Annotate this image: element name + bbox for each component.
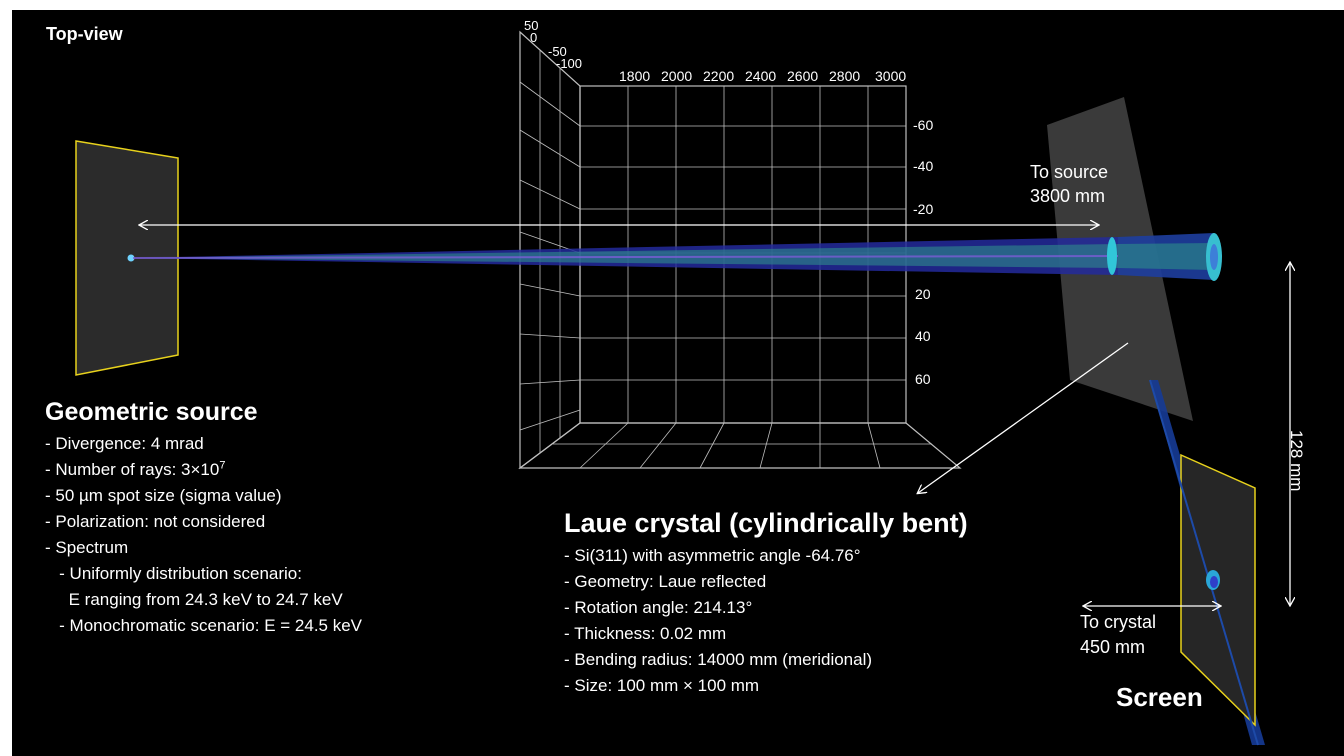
- detector-screen: [1180, 453, 1256, 727]
- source-line: - Divergence: 4 mrad: [45, 434, 204, 453]
- to-crystal-text: To crystal: [1080, 612, 1157, 632]
- crystal-line: - Rotation angle: 214.13°: [564, 598, 753, 617]
- crystal-line: - Geometry: Laue reflected: [564, 572, 767, 591]
- source-line-rays: - Number of rays: 3×107: [45, 457, 362, 483]
- x-tick: 1800: [619, 68, 651, 84]
- y-tick: -40: [913, 158, 934, 174]
- screen-label: Screen: [1116, 682, 1203, 712]
- to-source-label: To source 3800 mm: [1030, 160, 1108, 208]
- source-block: Geometric source - Divergence: 4 mrad - …: [45, 398, 362, 639]
- crystal-line: - Bending radius: 14000 mm (meridional): [564, 650, 873, 669]
- z-tick: 0: [530, 30, 538, 45]
- scene-svg: [75, 30, 1344, 746]
- beam-spot-crystal: [1107, 237, 1117, 275]
- source-title: Geometric source: [45, 398, 258, 426]
- crystal-pointer-arrow: [918, 342, 1129, 493]
- vertical-distance-label: 128 mm: [1287, 430, 1306, 492]
- z-tick: -50: [548, 44, 567, 59]
- reflected-beam-line: [1149, 379, 1259, 746]
- to-crystal-label: To crystal 450 mm: [1080, 610, 1156, 660]
- grid-floor: [518, 422, 962, 469]
- x-tick: 2800: [829, 68, 861, 84]
- crystal-block: Laue crystal (cylindrically bent) - Si(3…: [564, 508, 968, 699]
- source-rays-exponent: 7: [219, 459, 226, 472]
- z-tick: 50: [524, 18, 539, 33]
- x-tick: 2400: [745, 68, 777, 84]
- grid-side-lines: [519, 50, 581, 453]
- y-tick: 60: [915, 371, 931, 387]
- source-line: - Uniformly distribution scenario:: [45, 564, 302, 583]
- source-line: - Monochromatic scenario: E = 24.5 keV: [45, 616, 363, 635]
- scene-canvas: Top-view 1800 2000 2200 2400 2600 2800 3…: [12, 10, 1344, 756]
- x-tick: 2200: [703, 68, 735, 84]
- crystal-title: Laue crystal (cylindrically bent): [564, 508, 968, 538]
- source-screen: [75, 140, 179, 376]
- y-tick: 40: [915, 328, 931, 344]
- source-line: - 50 µm spot size (sigma value): [45, 486, 282, 505]
- crystal-line: - Size: 100 mm × 100 mm: [564, 676, 760, 695]
- grid-floor-lines: [553, 422, 932, 469]
- y-tick: -60: [913, 117, 934, 133]
- source-line: - Spectrum: [45, 538, 129, 557]
- source-point: [127, 254, 135, 262]
- y-tick: -20: [913, 201, 934, 217]
- to-source-distance: 3800 mm: [1030, 186, 1106, 206]
- to-crystal-distance: 450 mm: [1080, 637, 1146, 657]
- x-tick: 2600: [787, 68, 819, 84]
- crystal-line: - Si(311) with asymmetric angle -64.76°: [564, 546, 861, 565]
- view-label: Top-view: [46, 24, 123, 44]
- source-rays-text: - Number of rays: 3×10: [45, 460, 220, 479]
- y-tick: 20: [915, 286, 931, 302]
- x-tick: 2000: [661, 68, 693, 84]
- source-line: E ranging from 24.3 keV to 24.7 keV: [45, 590, 343, 609]
- crystal-line: - Thickness: 0.02 mm: [564, 624, 727, 643]
- to-source-text: To source: [1030, 162, 1109, 182]
- z-tick: -100: [556, 56, 583, 71]
- source-line: - Polarization: not considered: [45, 512, 266, 531]
- x-tick: 3000: [875, 68, 907, 84]
